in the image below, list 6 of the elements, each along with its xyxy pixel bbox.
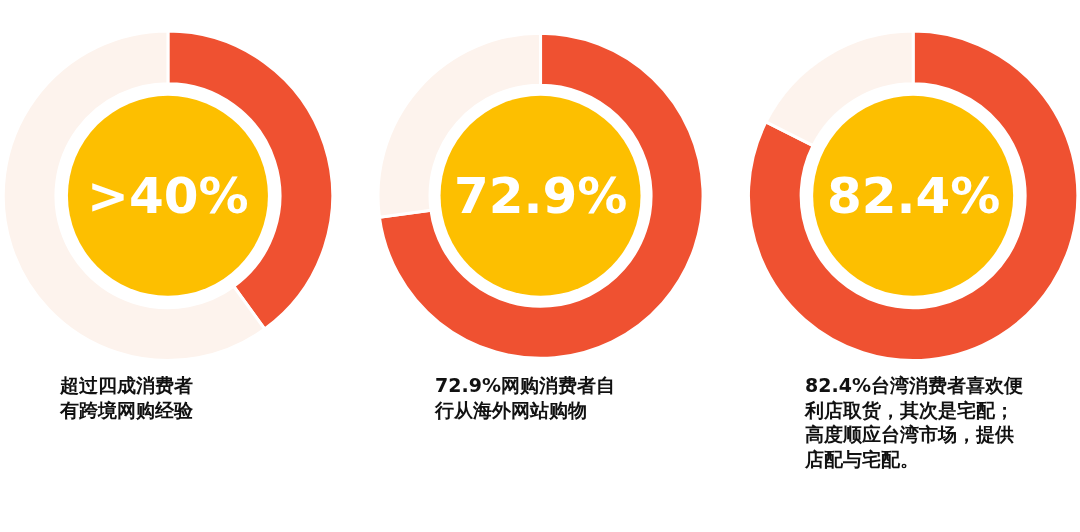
text: 82.4%台湾消费者喜欢便利店取货，其次是宅配；高度顺应台湾市场，提供店配与宅配。 xyxy=(804,374,1023,471)
text: >40% xyxy=(87,167,249,225)
text: 82.4% xyxy=(827,167,1001,225)
text: 72.9%网购消费者自行从海外网站购物 xyxy=(434,374,615,421)
text: 超过四成消费者有跨境网购经验 xyxy=(59,374,194,421)
text: 72.9% xyxy=(454,167,628,225)
